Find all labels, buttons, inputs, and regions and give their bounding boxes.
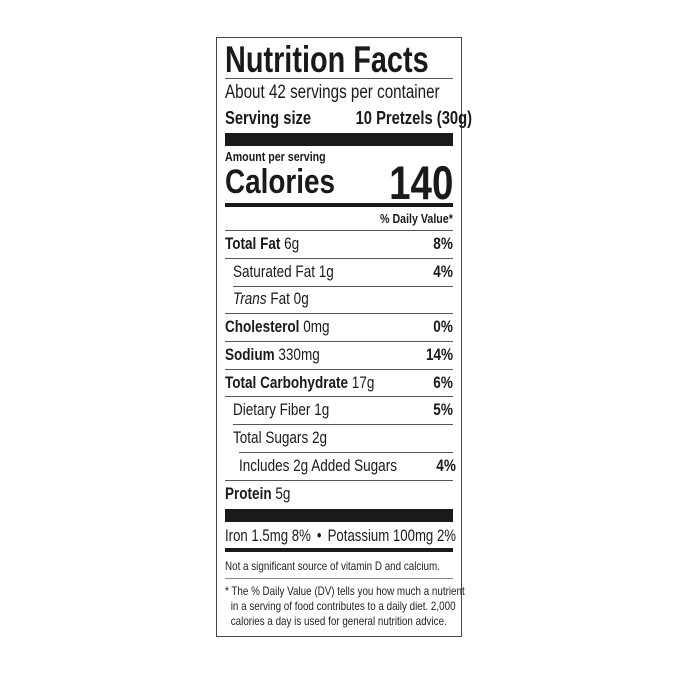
footnote-line: calories a day is used for general nutri… bbox=[230, 614, 447, 628]
medium-bar bbox=[225, 548, 453, 552]
footnote-line: in a serving of food contributes to a da… bbox=[230, 599, 456, 613]
not-significant: Not a significant source of vitamin D an… bbox=[225, 558, 440, 573]
divider bbox=[225, 78, 453, 79]
serving-size-value: 10 Pretzels (30g) bbox=[355, 107, 473, 128]
servings-row: About 42 servings per container bbox=[225, 81, 453, 105]
nutrient-row-protein: Protein 5g bbox=[225, 485, 291, 503]
amount-per-serving-row: Amount per serving bbox=[225, 148, 453, 164]
not-significant-row: Not a significant source of vitamin D an… bbox=[225, 558, 453, 574]
divider bbox=[225, 480, 453, 481]
nutrient-row-total-fat: Total Fat 6g 8% bbox=[225, 235, 453, 253]
calories-value: 140 bbox=[388, 155, 453, 209]
dv-value: 5% bbox=[433, 401, 453, 419]
footnote-line: * The % Daily Value (DV) tells you how m… bbox=[225, 584, 465, 598]
nutrient-row-added-sugars: Includes 2g Added Sugars 4% bbox=[239, 457, 456, 475]
divider bbox=[239, 452, 453, 453]
calories-row: Calories 140 bbox=[225, 156, 453, 209]
divider bbox=[225, 230, 453, 231]
divider bbox=[225, 578, 453, 579]
dv-value: 8% bbox=[433, 235, 453, 253]
iron: Iron 1.5mg 8% bbox=[225, 526, 311, 545]
nutrient-row-dietary-fiber: Dietary Fiber 1g 5% bbox=[233, 401, 453, 419]
divider bbox=[225, 313, 453, 314]
dv-value: 14% bbox=[425, 346, 453, 364]
calories-label: Calories bbox=[225, 162, 336, 201]
divider bbox=[233, 286, 453, 287]
divider bbox=[225, 258, 453, 259]
minerals-row: Iron 1.5mg 8% • Potassium 100mg 2% bbox=[225, 524, 457, 548]
dv-value: 4% bbox=[435, 457, 456, 475]
divider bbox=[225, 396, 453, 397]
thick-bar bbox=[225, 133, 453, 146]
nutrient-row-total-carbohydrate: Total Carbohydrate 17g 6% bbox=[225, 374, 453, 392]
title: Nutrition Facts bbox=[225, 39, 429, 80]
dv-value: 6% bbox=[433, 374, 453, 392]
bullet: • bbox=[316, 526, 322, 545]
nutrient-row-sodium: Sodium 330mg 14% bbox=[225, 346, 453, 364]
nutrient-row-cholesterol: Cholesterol 0mg 0% bbox=[225, 318, 453, 336]
nutrient-row-saturated-fat: Saturated Fat 1g 4% bbox=[233, 263, 453, 281]
amount-per-serving: Amount per serving bbox=[225, 148, 326, 164]
thick-bar bbox=[225, 509, 453, 522]
dv-value: 4% bbox=[433, 263, 453, 281]
dv-value: 0% bbox=[433, 318, 453, 336]
medium-bar bbox=[225, 203, 453, 207]
divider bbox=[233, 424, 453, 425]
dv-header-row: % Daily Value* bbox=[225, 209, 453, 227]
nutrient-row-trans-fat: Trans Fat 0g bbox=[233, 290, 309, 308]
divider bbox=[225, 341, 453, 342]
footnote: * The % Daily Value (DV) tells you how m… bbox=[225, 584, 465, 629]
serving-size-label: Serving size bbox=[225, 107, 312, 128]
title-row: Nutrition Facts bbox=[225, 39, 453, 80]
serving-size-row: Serving size 10 Pretzels (30g) bbox=[225, 106, 472, 130]
nutrient-row-total-sugars: Total Sugars 2g bbox=[233, 429, 328, 447]
potassium: Potassium 100mg 2% bbox=[327, 526, 457, 545]
nutrition-facts-label: Nutrition Facts About 42 servings per co… bbox=[216, 37, 472, 637]
daily-value-header: % Daily Value* bbox=[380, 210, 453, 226]
servings-per-container: About 42 servings per container bbox=[225, 82, 440, 103]
divider bbox=[225, 369, 453, 370]
